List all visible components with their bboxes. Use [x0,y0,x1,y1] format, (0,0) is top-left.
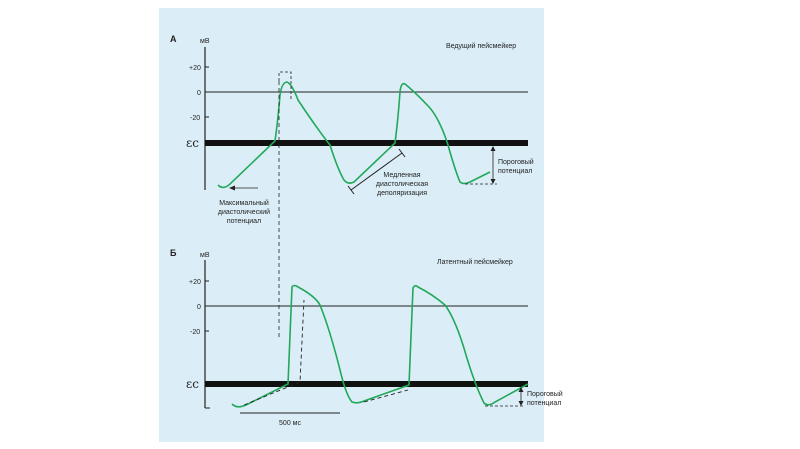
panel-b-dashed-depol [363,389,409,403]
label-slow-depol-2: диастолическая [376,181,428,188]
slow-depol-bracket-end [398,148,406,158]
panel-b-tick-label: -20 [190,329,200,336]
panel-a-threshold-bar [205,140,528,146]
panel-a-letter: А [170,34,177,44]
panel-a-threshold-arrowhead [490,146,496,151]
panel-a-label-threshold-2: потенциал [498,168,532,175]
panel-b-trace [231,284,529,408]
panel-a-trace [217,81,491,189]
panel-a-peak-bracket [278,71,292,81]
panel-b-tick-label: +20 [189,279,201,286]
panel-b-dashed-depol [243,299,305,406]
panel-a-title: Ведущий пейсмейкер [446,42,516,50]
slow-depol-bracket-end [347,185,355,195]
figure-background [159,8,544,442]
label-max-diastolic-3: потенциал [227,218,261,225]
time-scale-label: 500 мс [279,420,301,427]
panel-b-threshold-arrowhead [518,401,524,406]
panel-b-label-threshold-1: Пороговый [527,390,563,398]
label-slow-depol-3: деполяризация [377,190,427,197]
panel-b-threshold-bar [205,381,528,387]
panel-a-label-threshold-1: Пороговый [498,158,534,166]
label-max-diastolic-1: Максимальный [219,199,269,207]
panel-b-label-threshold-2: потенциал [527,400,561,407]
panel-a-unit: мВ [200,38,210,45]
panel-a-tick-label: +20 [189,65,201,72]
panel-b-letter: Б [170,248,177,258]
slow-depol-bracket [350,152,403,191]
label-max-diastolic-2: диастолический [218,208,270,216]
panel-b-threshold-symbol: εc [186,377,199,391]
panel-a-threshold-arrowhead [490,179,496,184]
panel-a-tick-label: 0 [197,90,201,97]
panel-b-threshold-arrowhead [518,387,524,392]
panel-a-tick-label: -20 [190,115,200,122]
panel-b-title: Латентный пейсмейкер [437,258,513,266]
panel-b-unit: мВ [200,252,210,259]
panel-b-tick-label: 0 [197,304,201,311]
panel-a-threshold-symbol: εc [186,136,199,150]
max-diastolic-arrowhead [229,185,235,191]
label-slow-depol-1: Медленная [383,172,420,179]
